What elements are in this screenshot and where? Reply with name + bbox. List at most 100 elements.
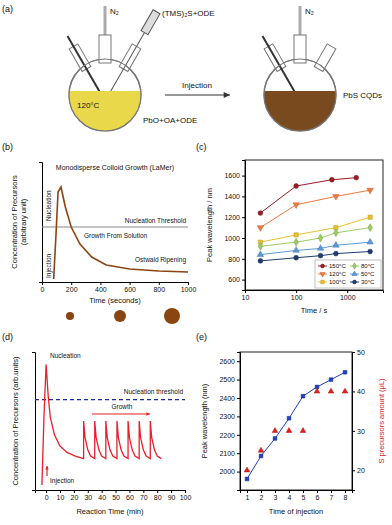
marks: [257, 175, 373, 263]
tick-label: 30: [84, 494, 92, 501]
flask: [258, 6, 336, 131]
reagent-label: (TMS)₂S+ODE: [162, 9, 215, 18]
flask-side-neck: [63, 34, 104, 94]
tick-label: 0: [41, 286, 45, 293]
tick-mark: [60, 490, 61, 493]
tick: 40: [98, 490, 106, 501]
tick-mark: [116, 490, 117, 493]
tick-label: 10: [242, 294, 250, 301]
tick: 30: [84, 490, 92, 501]
tick-mark: [88, 490, 89, 493]
legend: 150°C120°C100°C80°C50°C30°C: [315, 260, 381, 288]
tick: 600: [124, 282, 136, 293]
tick-label: 70: [140, 494, 148, 501]
tick-mark: [46, 490, 47, 493]
tick: 10: [242, 290, 250, 301]
x-axis-title: Reaction Time (min): [76, 507, 144, 516]
tick: 600: [228, 276, 245, 283]
marker: [257, 251, 263, 257]
tick: 1: [246, 490, 250, 501]
chart-panel: (d)0102030405060708090100Reaction Time (…: [2, 332, 191, 516]
tick: 20: [70, 490, 78, 501]
marker: [329, 177, 334, 182]
legend-entry: 80°C: [361, 263, 375, 269]
annotation: Injection: [50, 477, 75, 485]
annotation: Injection: [45, 253, 53, 278]
tick: 2: [260, 490, 264, 501]
tick-label: 40: [98, 494, 106, 501]
panel-label: (d): [2, 332, 13, 342]
tick-label: 600: [228, 276, 240, 283]
tick-mark: [242, 259, 245, 260]
tick-mark: [129, 490, 130, 493]
chart-panel: (b)02004006008001000Time (seconds)Concen…: [2, 142, 196, 324]
tick-label: 200: [66, 286, 78, 293]
flask-outline: [69, 59, 141, 131]
tick-label: 100: [291, 294, 303, 301]
tick-mark: [171, 490, 172, 493]
tick: 1600: [224, 172, 245, 179]
tick-mark: [317, 490, 318, 493]
tick: 40: [352, 388, 365, 395]
flask-neck: [314, 44, 336, 72]
series-line: [42, 365, 161, 485]
thermometer: [262, 36, 294, 91]
axis-line: [246, 291, 384, 294]
marker: [367, 188, 373, 194]
legend-marker: [320, 272, 325, 277]
syringe-barrel: [141, 10, 160, 35]
gas-label: N₂: [110, 7, 119, 16]
tick: 2600: [219, 358, 240, 365]
tick-label: 20: [357, 467, 365, 474]
tick-mark: [237, 472, 240, 473]
tick-label: 30: [357, 428, 365, 435]
y-axis: 2000210022002300240025002600: [219, 353, 240, 491]
marker: [244, 467, 250, 472]
tick: 800: [228, 256, 245, 263]
threshold-line: [35, 399, 185, 400]
axis-line: [242, 161, 246, 291]
tick-mark: [289, 490, 290, 493]
tick-label: 800: [153, 286, 165, 293]
y2-axis-title: S precursors amount (μL): [377, 378, 386, 464]
temperature-label: 120°C: [77, 101, 100, 110]
tick-mark: [352, 352, 355, 353]
marker: [272, 428, 278, 433]
tick-mark: [237, 398, 240, 399]
tick-label: 2300: [219, 413, 235, 420]
tick-label: 5: [302, 494, 306, 501]
tick: 2400: [219, 395, 240, 402]
axis-line: [241, 491, 353, 494]
series-line: [260, 252, 370, 261]
tick-label: 1000: [181, 286, 197, 293]
marks: [244, 370, 348, 480]
threshold-label: Nucleation threshold: [124, 388, 184, 395]
tick: 200: [66, 282, 78, 293]
tick-mark: [242, 176, 245, 177]
tick: 2500: [219, 376, 240, 383]
flask-side-neck: [314, 44, 336, 72]
tick-label: 6: [316, 494, 320, 501]
tick-label: 2000: [219, 468, 235, 475]
tick: 3: [274, 490, 278, 501]
tick-mark: [185, 490, 186, 493]
marker: [333, 195, 339, 201]
tick-label: 400: [95, 286, 107, 293]
tick-label: 1000: [224, 235, 240, 242]
tick-label: 1600: [224, 172, 240, 179]
axis-line: [39, 163, 43, 283]
x-axis-title: Time (seconds): [89, 296, 141, 305]
marker: [259, 454, 263, 458]
gas-inlet: [104, 6, 107, 39]
arrow-shaft: [165, 94, 230, 95]
legend-marker: [321, 280, 324, 283]
tick-mark: [242, 280, 245, 281]
panel-label: (a): [2, 4, 13, 14]
x-axis: 12345678: [241, 490, 353, 501]
product-label: PbS CQDs: [343, 91, 382, 100]
legend-entry: 30°C: [361, 279, 375, 285]
tick: 50: [352, 349, 365, 356]
annotation: Ostwald Ripening: [135, 256, 186, 264]
tick-mark: [100, 282, 101, 285]
y-axis-title: Peak wavelength / nm: [205, 188, 214, 262]
